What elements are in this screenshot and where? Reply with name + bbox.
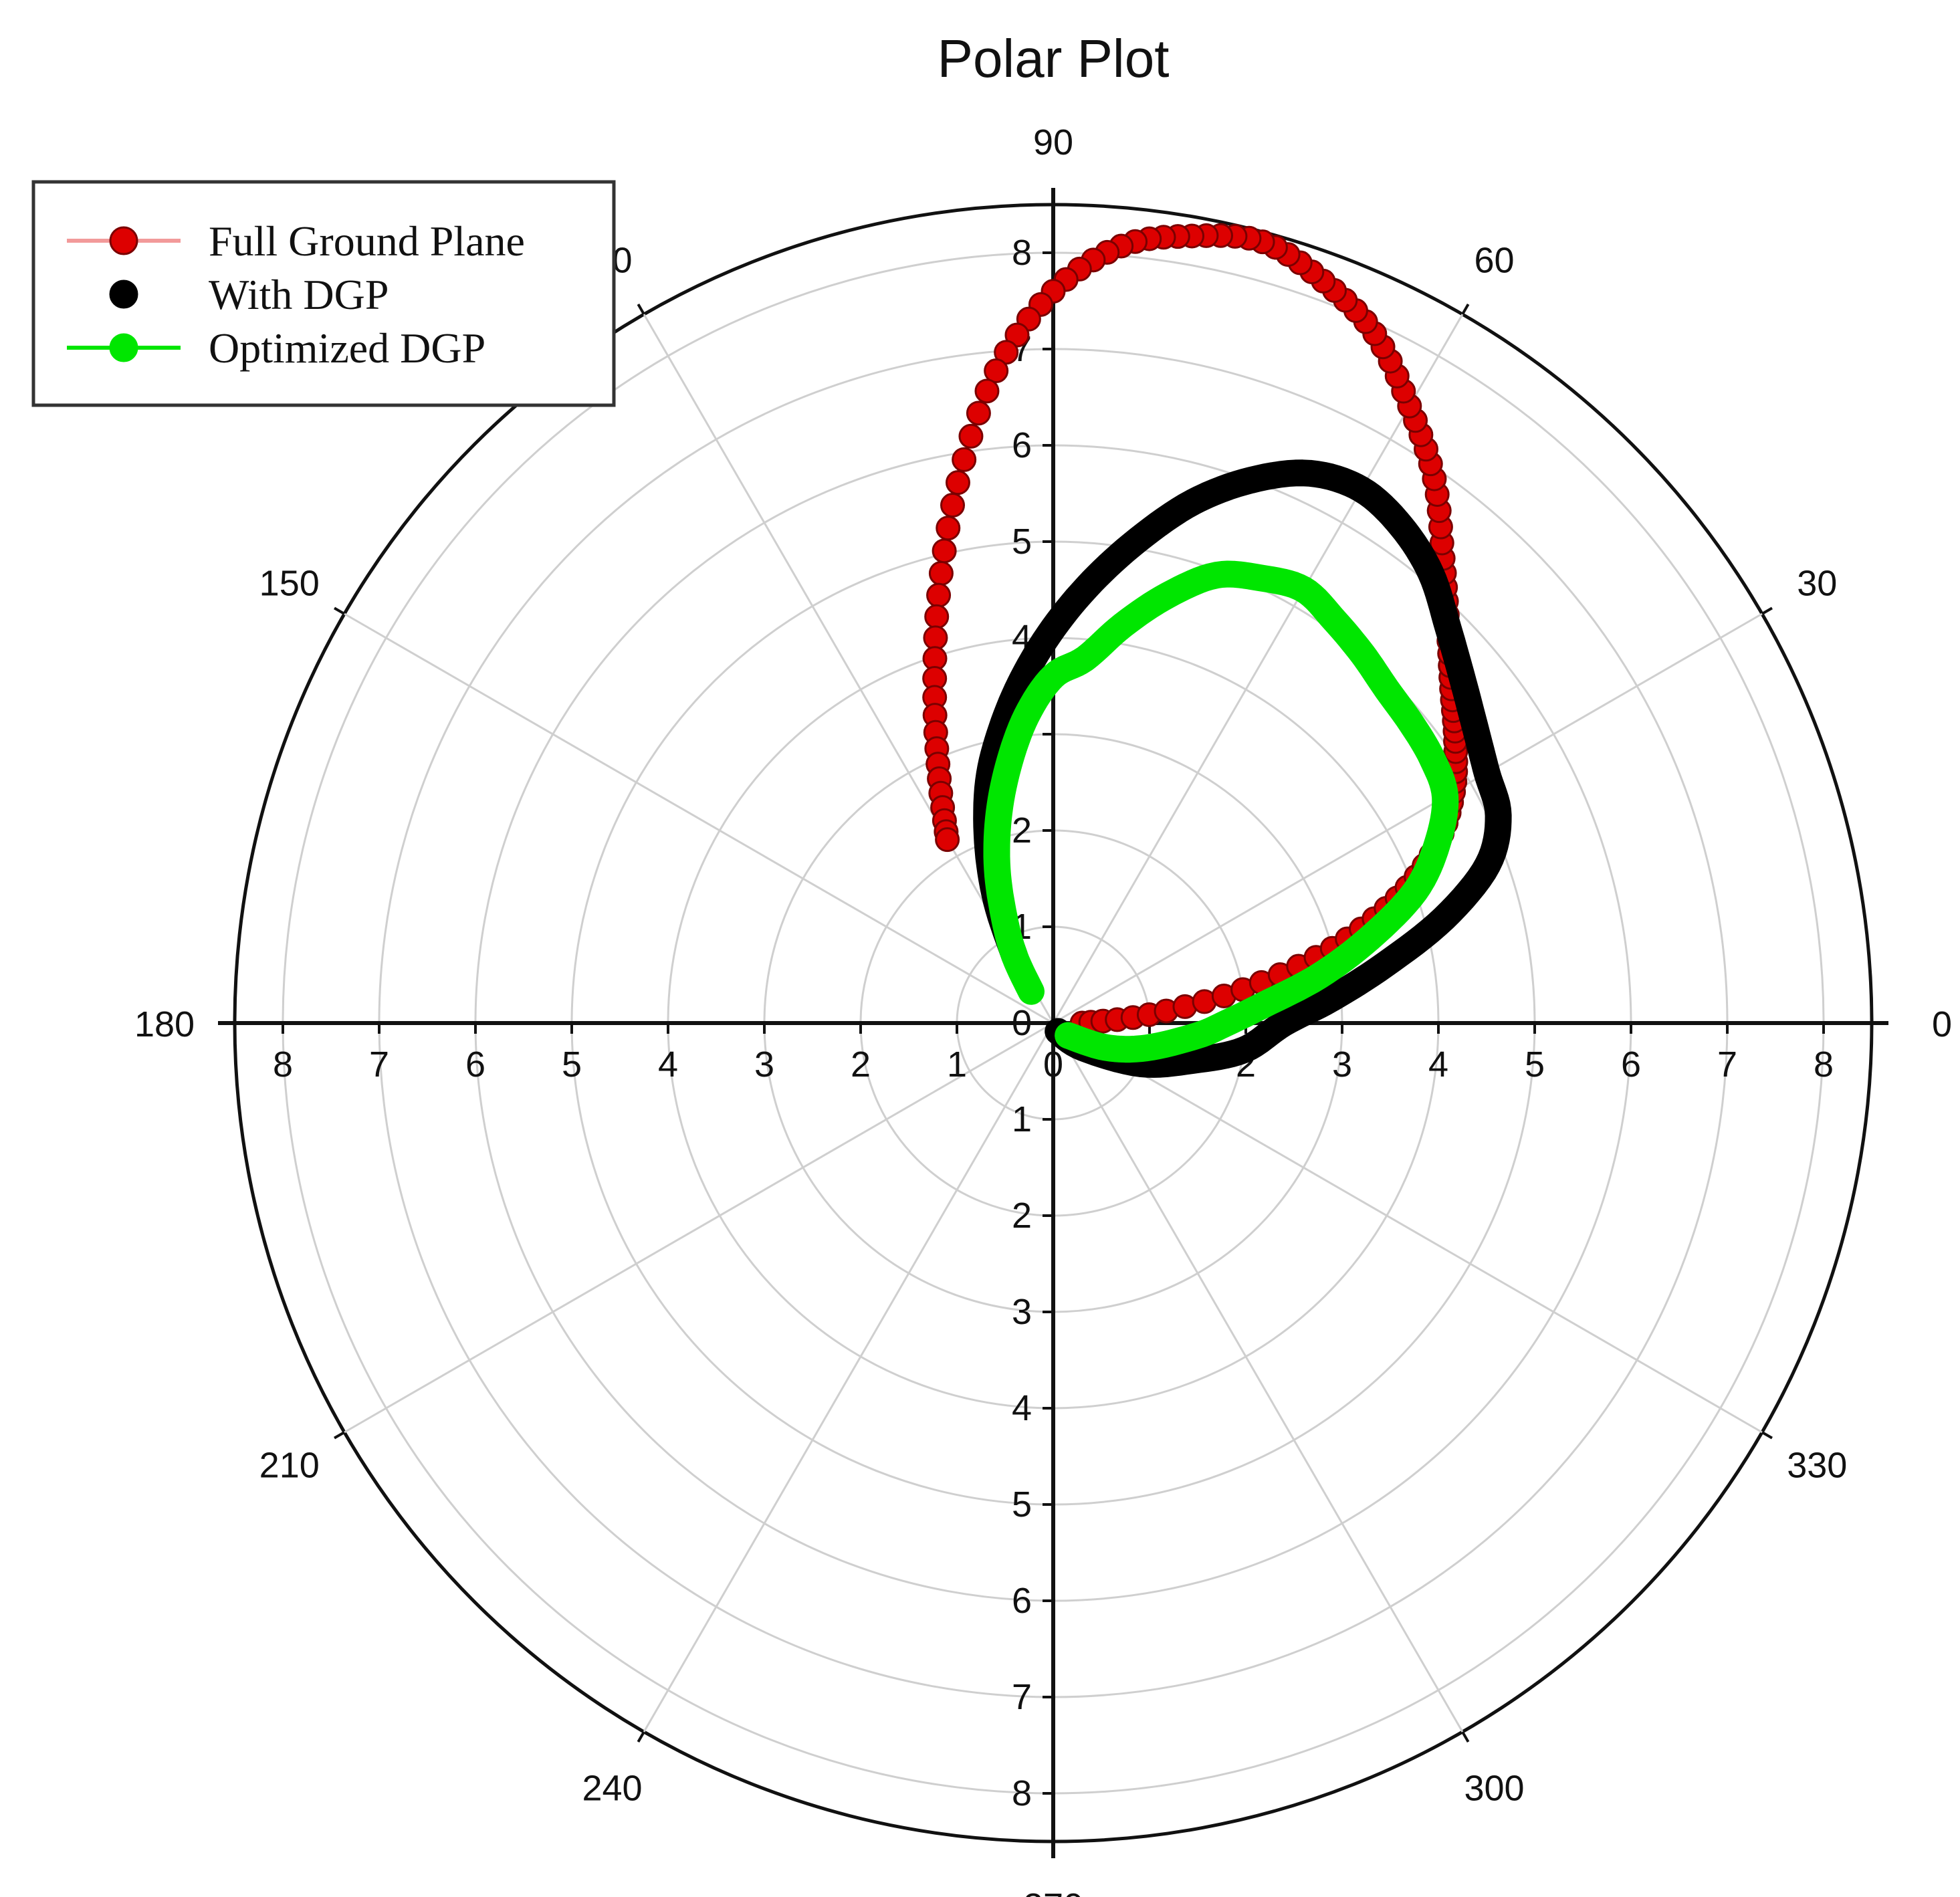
series-line bbox=[973, 459, 1512, 1078]
angle-tick bbox=[334, 606, 345, 615]
x-tick-label: 5 bbox=[1525, 1044, 1545, 1085]
legend-label: Optimized DGP bbox=[209, 324, 485, 372]
series-line bbox=[983, 560, 1459, 1063]
y-tick-label: 6 bbox=[1012, 425, 1032, 465]
legend-label: Full Ground Plane bbox=[209, 217, 525, 265]
data-series bbox=[922, 223, 1512, 1078]
y-tick-label: 5 bbox=[1012, 1484, 1032, 1525]
angle-tick bbox=[637, 1731, 645, 1743]
y-tick-label: 0 bbox=[1012, 1003, 1032, 1043]
grid-spoke bbox=[344, 1022, 1054, 1434]
angle-tick bbox=[1761, 606, 1773, 615]
angle-label-270: 270 bbox=[1023, 1886, 1083, 1897]
angle-label-90: 90 bbox=[1033, 122, 1073, 162]
x-tick-label: 5 bbox=[562, 1044, 582, 1085]
legend-marker bbox=[109, 280, 138, 309]
x-tick-label: 6 bbox=[465, 1044, 485, 1085]
y-tick-label: 4 bbox=[1012, 1388, 1032, 1428]
grid-spoke bbox=[1053, 1022, 1763, 1434]
legend-label: With DGP bbox=[209, 271, 389, 318]
series-1 bbox=[973, 459, 1512, 1078]
data-point bbox=[984, 358, 1009, 384]
legend-marker bbox=[109, 333, 138, 362]
chart-title: Polar Plot bbox=[938, 29, 1170, 88]
y-tick-label: 3 bbox=[1012, 1292, 1032, 1332]
legend-item: Full Ground Plane bbox=[67, 217, 525, 265]
y-tick-label: 5 bbox=[1012, 522, 1032, 562]
x-tick-label: 8 bbox=[273, 1044, 293, 1085]
data-point bbox=[928, 560, 954, 586]
data-point bbox=[952, 447, 977, 472]
data-point bbox=[945, 470, 970, 495]
data-point bbox=[932, 538, 957, 564]
legend-item: With DGP bbox=[109, 271, 389, 318]
x-tick-label: 0 bbox=[1043, 1044, 1063, 1085]
x-tick-label: 3 bbox=[1332, 1044, 1352, 1085]
angle-labels: 030609020150180210240270300330 bbox=[134, 122, 1952, 1897]
angle-tick bbox=[1461, 304, 1470, 315]
angle-label-330: 330 bbox=[1787, 1446, 1847, 1486]
y-tick-label: 7 bbox=[1012, 1677, 1032, 1717]
angle-label-180: 180 bbox=[134, 1004, 195, 1044]
data-point bbox=[1004, 322, 1030, 348]
x-tick-label: 1 bbox=[947, 1044, 967, 1085]
x-tick-label: 3 bbox=[754, 1044, 774, 1085]
legend: Full Ground Plane With DGP Optimized DGP bbox=[31, 180, 616, 407]
x-tick-label: 6 bbox=[1621, 1044, 1641, 1085]
grid-spoke bbox=[1053, 612, 1763, 1024]
x-tick-label: 4 bbox=[658, 1044, 678, 1085]
y-tick-label: 6 bbox=[1012, 1581, 1032, 1621]
grid-spoke bbox=[1052, 1022, 1464, 1733]
x-tick-label: 4 bbox=[1428, 1044, 1448, 1085]
data-point bbox=[935, 827, 960, 853]
y-tick-label: 8 bbox=[1012, 1773, 1032, 1813]
data-point bbox=[936, 516, 961, 541]
angle-label-150: 150 bbox=[259, 564, 320, 604]
data-point bbox=[958, 423, 984, 449]
data-point bbox=[940, 493, 966, 518]
angle-tick bbox=[1461, 1731, 1470, 1743]
grid-spoke bbox=[344, 612, 1054, 1024]
angle-tick bbox=[1761, 1431, 1773, 1440]
angle-label-60: 60 bbox=[1474, 241, 1514, 281]
data-point bbox=[966, 401, 991, 426]
x-tick-label: 2 bbox=[851, 1044, 871, 1085]
grid-spoke bbox=[1052, 314, 1464, 1024]
data-point bbox=[974, 378, 1000, 404]
x-tick-label: 7 bbox=[1717, 1044, 1737, 1085]
angle-tick bbox=[637, 304, 645, 315]
data-point bbox=[924, 604, 950, 629]
angle-label-30: 30 bbox=[1797, 564, 1837, 604]
legend-marker bbox=[109, 226, 138, 255]
legend-item: Optimized DGP bbox=[67, 324, 485, 372]
series-2 bbox=[983, 560, 1459, 1063]
data-point bbox=[926, 582, 952, 608]
y-tick-label: 2 bbox=[1012, 1196, 1032, 1236]
grid-spoke bbox=[643, 1022, 1055, 1733]
y-tick-label: 2 bbox=[1012, 810, 1032, 851]
y-tick-label: 1 bbox=[1012, 1099, 1032, 1139]
y-tick-label: 8 bbox=[1012, 233, 1032, 273]
angle-tick bbox=[334, 1431, 345, 1440]
angle-label-240: 240 bbox=[582, 1768, 642, 1808]
angle-label-300: 300 bbox=[1464, 1768, 1524, 1808]
angle-label-210: 210 bbox=[259, 1446, 320, 1486]
x-tick-label: 7 bbox=[369, 1044, 389, 1085]
x-tick-label: 8 bbox=[1814, 1044, 1834, 1085]
angle-label-0: 0 bbox=[1932, 1004, 1952, 1044]
data-point bbox=[923, 625, 948, 651]
